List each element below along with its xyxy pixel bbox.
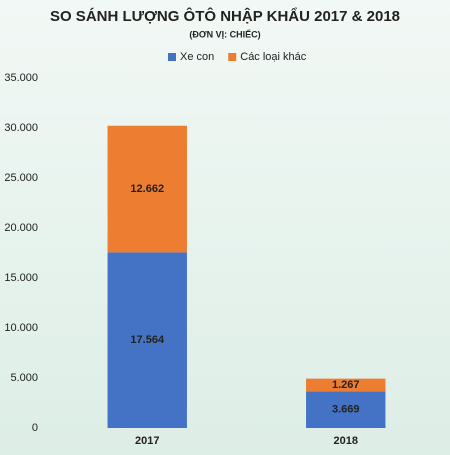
data-label: 1.267 bbox=[332, 379, 360, 391]
y-tick-label: 15.000 bbox=[4, 272, 38, 284]
data-label: 17.564 bbox=[130, 334, 165, 346]
y-tick-label: 10.000 bbox=[4, 322, 38, 334]
y-tick-label: 0 bbox=[32, 422, 38, 434]
x-tick-label: 2018 bbox=[334, 435, 358, 447]
bar-segment bbox=[306, 391, 386, 428]
legend-label: Xe con bbox=[180, 51, 214, 63]
y-tick-label: 30.000 bbox=[4, 122, 38, 134]
y-tick-label: 25.000 bbox=[4, 172, 38, 184]
legend-swatch bbox=[168, 53, 176, 61]
bar-segment bbox=[107, 125, 187, 253]
chart-title: SO SÁNH LƯỢNG ÔTÔ NHẬP KHẨU 2017 & 2018 bbox=[50, 7, 400, 25]
y-tick-label: 35.000 bbox=[4, 72, 38, 84]
x-tick-label: 2017 bbox=[135, 435, 159, 447]
bar-segment bbox=[306, 378, 386, 392]
data-label: 12.662 bbox=[130, 183, 164, 195]
chart-subtitle: (ĐƠN VỊ: CHIẾC) bbox=[189, 29, 260, 39]
legend-label: Các loại khác bbox=[240, 51, 307, 63]
data-label: 3.669 bbox=[332, 404, 360, 416]
legend-swatch bbox=[228, 53, 237, 61]
bar-segment bbox=[107, 252, 187, 428]
y-tick-label: 20.000 bbox=[4, 222, 38, 234]
y-tick-label: 5.000 bbox=[10, 372, 38, 384]
